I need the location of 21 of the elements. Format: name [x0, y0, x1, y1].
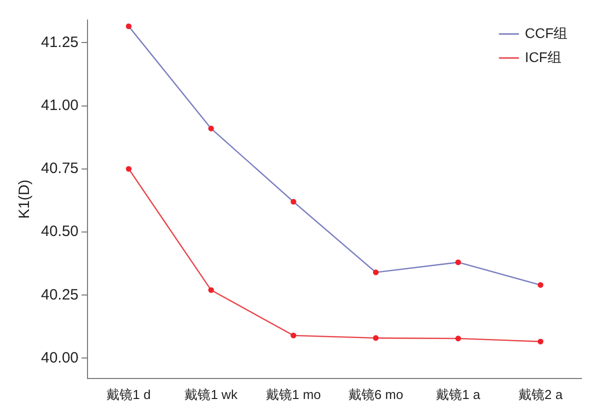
y-tick-label: 40.75	[40, 160, 79, 178]
x-tick-label: 戴镜2 a	[518, 386, 564, 402]
x-tick-label: 戴镜1 a	[436, 386, 481, 402]
y-tick-label: 41.00	[40, 96, 79, 114]
legend-label: ICF组	[524, 48, 562, 65]
point	[290, 332, 296, 338]
y-tick-label: 40.50	[40, 223, 79, 240]
y-tick-label: 41.25	[40, 34, 79, 51]
point	[538, 338, 544, 344]
point	[208, 287, 214, 293]
legend-label: CCF组	[524, 24, 568, 41]
x-tick-label: 戴镜6 mo	[348, 386, 404, 402]
x-tick-label: 戴镜1 d	[106, 386, 151, 402]
y-axis-title: K1(D)	[16, 180, 34, 219]
x-tick-label: 戴镜1 wk	[184, 386, 238, 402]
x-tick-label: 戴镜1 mo	[266, 386, 321, 402]
point	[372, 335, 379, 341]
y-tick-label: 40.25	[40, 286, 79, 304]
point	[126, 166, 132, 172]
point	[455, 336, 462, 342]
y-tick-label: 40.00	[40, 349, 79, 366]
